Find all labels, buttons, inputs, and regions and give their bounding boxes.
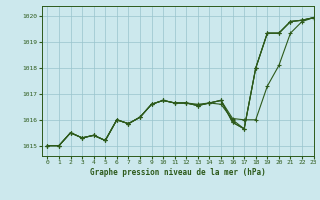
X-axis label: Graphe pression niveau de la mer (hPa): Graphe pression niveau de la mer (hPa) [90, 168, 266, 177]
